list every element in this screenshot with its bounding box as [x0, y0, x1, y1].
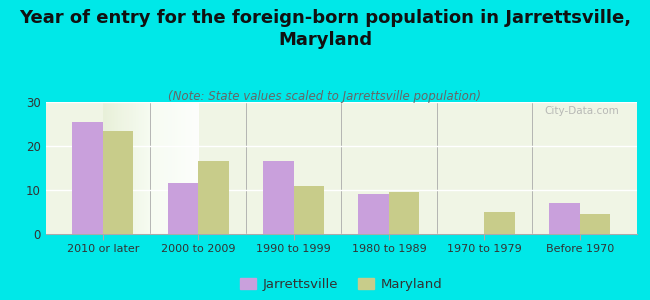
Bar [72, 122, 103, 234]
Text: Year of entry for the foreign-born population in Jarrettsville,
Maryland: Year of entry for the foreign-born popul… [19, 9, 631, 49]
Bar [358, 194, 389, 234]
Bar [168, 183, 198, 234]
Bar [168, 183, 198, 234]
Bar [263, 161, 294, 234]
Bar [72, 122, 103, 234]
Bar [389, 192, 419, 234]
Bar [358, 194, 389, 234]
Bar [484, 212, 515, 234]
Bar [389, 192, 419, 234]
Legend: Jarrettsville, Maryland: Jarrettsville, Maryland [235, 272, 447, 296]
Bar [549, 203, 580, 234]
Bar [580, 214, 610, 234]
Bar [263, 161, 294, 234]
Bar [294, 186, 324, 234]
Bar [294, 186, 324, 234]
Bar [580, 214, 610, 234]
Bar [103, 130, 133, 234]
Bar [198, 161, 229, 234]
Bar [198, 161, 229, 234]
Text: City-Data.com: City-Data.com [545, 106, 619, 116]
Bar [484, 212, 515, 234]
Bar [103, 130, 133, 234]
Text: (Note: State values scaled to Jarrettsville population): (Note: State values scaled to Jarrettsvi… [168, 90, 482, 103]
Bar [549, 203, 580, 234]
